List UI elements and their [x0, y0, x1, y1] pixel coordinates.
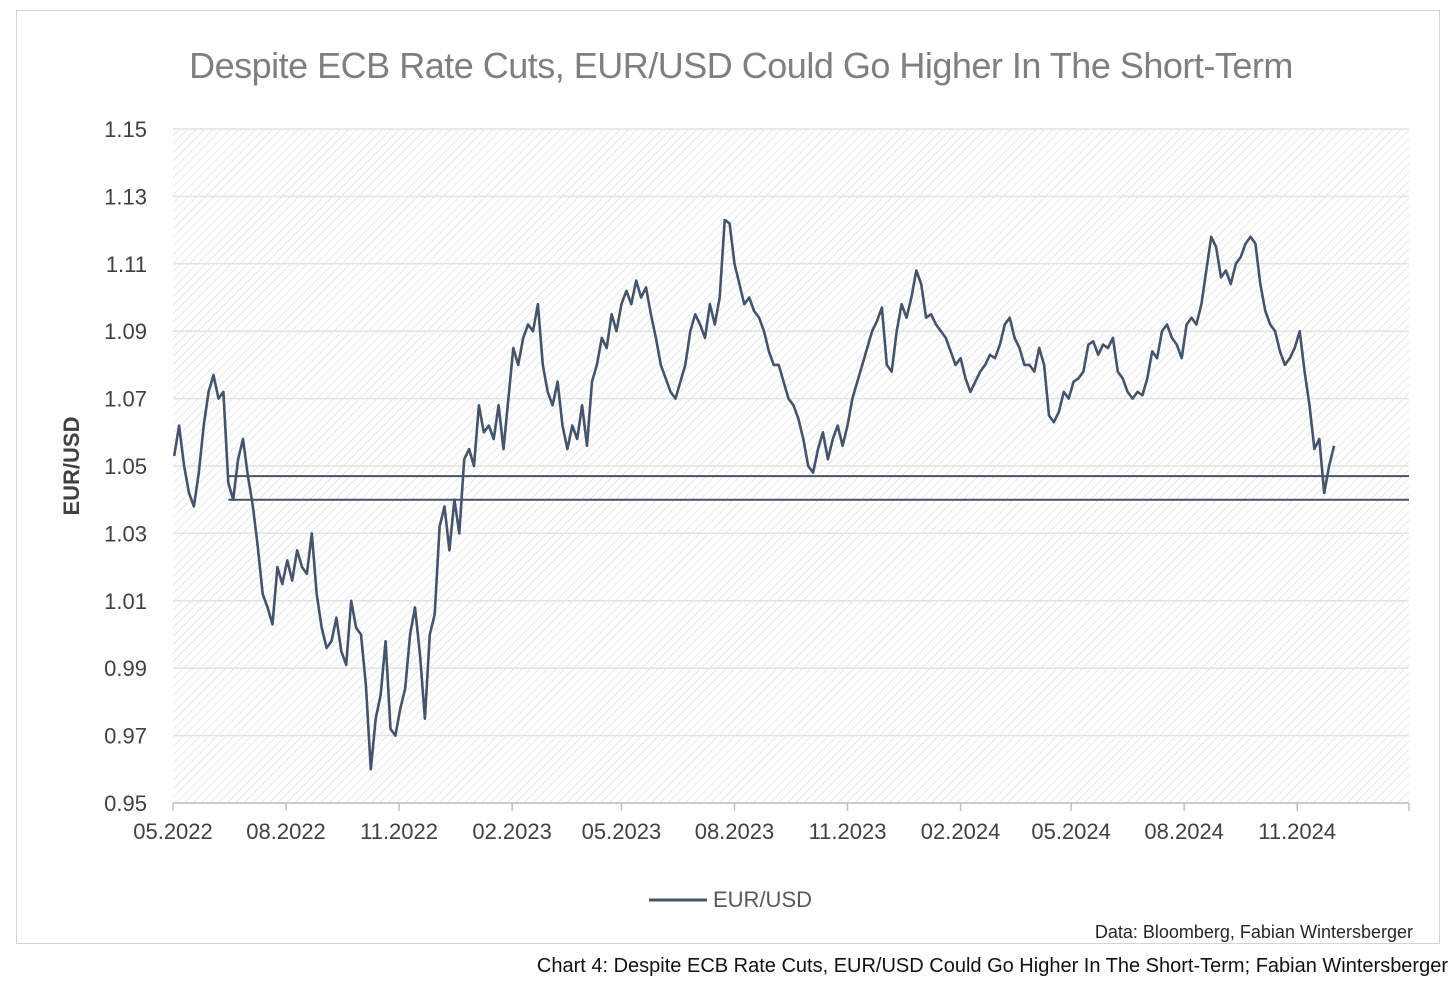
x-tick-label: 05.2024 [1031, 819, 1111, 844]
x-tick-label: 05.2023 [582, 819, 662, 844]
y-tick-label: 1.15 [104, 117, 147, 142]
x-tick-label: 08.2022 [246, 819, 326, 844]
y-tick-label: 0.99 [104, 656, 147, 681]
x-tick-label: 11.2024 [1258, 819, 1336, 844]
x-tick-label: 02.2023 [472, 819, 552, 844]
figure-caption: Chart 4: Despite ECB Rate Cuts, EUR/USD … [536, 955, 1448, 977]
gridlines [173, 128, 1409, 804]
y-tick-label: 1.07 [104, 387, 147, 412]
reference-lines [228, 475, 1409, 501]
legend: EUR/USD [649, 887, 812, 912]
x-tick-label: 11.2023 [809, 819, 887, 844]
legend-label-eurusd: EUR/USD [713, 887, 812, 912]
y-tick-label: 1.03 [104, 521, 147, 546]
y-axis: 1.15 1.13 1.11 1.09 1.07 1.05 1.03 1.01 0.99 0.97… [104, 117, 147, 816]
x-tick-label: 08.2024 [1144, 819, 1224, 844]
x-tick-label: 02.2024 [921, 819, 1001, 844]
source-note: Data: Bloomberg, Fabian Wintersberger [1095, 922, 1413, 942]
x-tick-label: 08.2023 [695, 819, 775, 844]
chart-title: Despite ECB Rate Cuts, EUR/USD Could Go … [189, 45, 1293, 86]
x-axis: 05.2022 08.2022 11.2022 02.2023 05.2023 08.20… [133, 803, 1410, 844]
y-tick-label: 1.05 [104, 454, 147, 479]
chart-frame: Despite ECB Rate Cuts, EUR/USD Could Go … [16, 10, 1440, 944]
x-tick-label: 05.2022 [133, 819, 213, 844]
y-tick-label: 1.11 [106, 252, 147, 277]
x-tick-label: 11.2022 [360, 819, 438, 844]
y-tick-label: 1.13 [104, 184, 147, 209]
y-tick-label: 0.97 [104, 724, 147, 749]
y-axis-title: EUR/USD [59, 416, 84, 515]
y-tick-label: 1.09 [104, 319, 147, 344]
series-line-eurusd [172, 218, 1336, 771]
y-tick-label: 0.95 [104, 791, 147, 816]
eurusd-line-chart: Despite ECB Rate Cuts, EUR/USD Could Go … [59, 45, 1413, 942]
y-tick-label: 1.01 [104, 589, 147, 614]
